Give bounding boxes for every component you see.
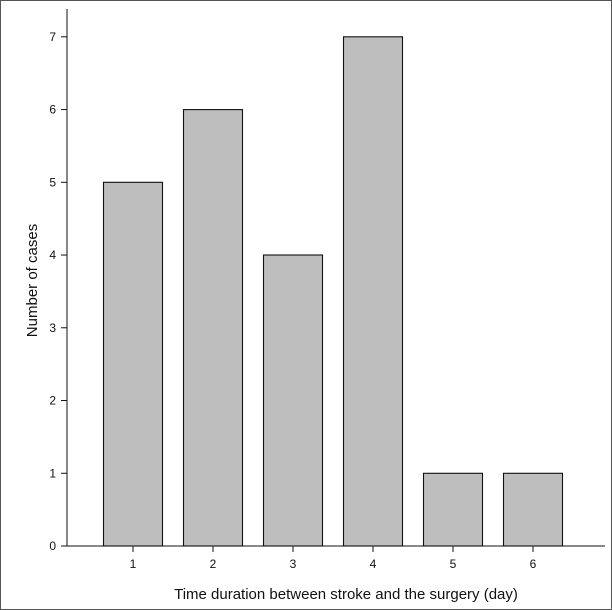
y-tick-label-4: 4: [49, 248, 56, 262]
bars-group: [102, 36, 564, 547]
bar-3: [262, 254, 324, 547]
x-tick-label-5: 5: [450, 557, 457, 571]
x-tick-label-4: 4: [370, 557, 377, 571]
y-tick-label-2: 2: [49, 394, 56, 408]
y-tick-label-0: 0: [49, 539, 56, 553]
x-tick-label-6: 6: [530, 557, 537, 571]
bar-4: [342, 36, 404, 547]
x-tick-label-2: 2: [210, 557, 217, 571]
bar-6: [502, 472, 564, 547]
y-axis-title: Number of cases: [24, 224, 41, 337]
y-tick-label-3: 3: [49, 321, 56, 335]
bar-5: [422, 472, 484, 547]
x-tick-label-1: 1: [130, 557, 137, 571]
y-tick-label-6: 6: [49, 103, 56, 117]
y-tick-label-1: 1: [49, 466, 56, 480]
x-tick-label-3: 3: [290, 557, 297, 571]
x-axis: 1 2 3 4 5 6: [67, 545, 605, 571]
y-tick-label-7: 7: [49, 30, 56, 44]
bar-1: [102, 181, 164, 547]
x-axis-title: Time duration between stroke and the sur…: [174, 586, 518, 603]
y-tick-label-5: 5: [49, 175, 56, 189]
bar-2: [182, 109, 244, 547]
y-axis: 0 1 2 3 4 5 6 7: [49, 9, 68, 553]
